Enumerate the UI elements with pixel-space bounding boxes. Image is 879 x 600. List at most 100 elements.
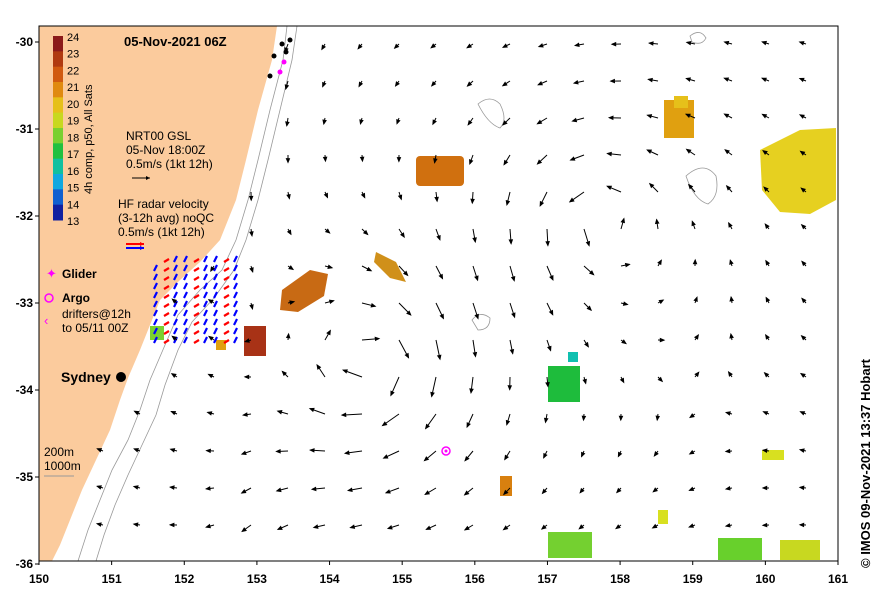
radar-vector bbox=[183, 327, 188, 335]
current-arrow-head bbox=[585, 240, 591, 247]
current-arrow-head bbox=[648, 182, 655, 189]
current-arrow-head bbox=[729, 259, 734, 265]
current-arrow-head bbox=[171, 298, 178, 304]
radar-vector bbox=[193, 303, 200, 308]
radar-vector bbox=[163, 267, 170, 272]
depth-label-1000: 1000m bbox=[44, 459, 81, 473]
current-arrow-head bbox=[132, 485, 139, 490]
current-arrow-head bbox=[800, 335, 807, 341]
radar-vector bbox=[233, 291, 238, 299]
current-arrow-head bbox=[689, 413, 695, 419]
current-arrow-head bbox=[606, 185, 613, 190]
current-arrow-head bbox=[761, 522, 768, 528]
current-arrow-head bbox=[607, 115, 614, 121]
current-arrow-head bbox=[655, 415, 661, 422]
current-arrow-head bbox=[502, 525, 509, 531]
colorbar-tick-label: 22 bbox=[67, 65, 79, 77]
radar-vector bbox=[233, 264, 238, 272]
current-arrow-head bbox=[96, 485, 102, 490]
current-arrow-head bbox=[693, 333, 699, 340]
radar-vector bbox=[163, 303, 170, 308]
current-arrow-head bbox=[248, 195, 254, 202]
current-arrow-head bbox=[357, 43, 363, 50]
current-arrow-head bbox=[799, 411, 806, 416]
radar-vector bbox=[223, 285, 230, 290]
current-arrow-head bbox=[579, 487, 585, 494]
radar-vector bbox=[213, 264, 218, 272]
radar-vector bbox=[193, 330, 200, 335]
current-arrow-head bbox=[568, 197, 575, 203]
current-arrow-head bbox=[761, 40, 768, 46]
current-arrow-head bbox=[434, 196, 439, 203]
current-arrow-head bbox=[724, 411, 731, 416]
current-arrow-head bbox=[505, 419, 511, 426]
current-arrow-head bbox=[95, 522, 102, 527]
current-arrow-head bbox=[724, 523, 731, 528]
current-arrow-head bbox=[275, 487, 282, 493]
current-arrow-head bbox=[288, 265, 295, 271]
current-arrow-head bbox=[507, 385, 513, 391]
y-axis-ticks: -30 -31 -32 -33 -34 -35 -36 bbox=[16, 35, 39, 571]
current-arrow-head bbox=[275, 449, 281, 454]
current-arrow-head bbox=[466, 43, 473, 49]
radar-vector bbox=[223, 312, 230, 317]
current-arrow-head bbox=[653, 451, 659, 457]
radar-vector bbox=[193, 339, 200, 344]
radar-vector bbox=[183, 273, 188, 281]
radar-vector bbox=[213, 255, 218, 263]
current-arrow-head bbox=[502, 120, 508, 126]
radar-vector bbox=[153, 273, 158, 281]
current-arrow-head bbox=[359, 119, 364, 126]
plot-frame bbox=[38, 25, 839, 562]
radar-vector bbox=[223, 330, 230, 335]
current-arrow-head bbox=[430, 81, 437, 87]
current-arrow-head bbox=[647, 77, 653, 83]
current-arrow-head bbox=[362, 229, 369, 236]
current-arrow-head bbox=[761, 113, 768, 119]
sst-patch bbox=[718, 538, 762, 560]
current-arrow-head bbox=[316, 363, 322, 370]
current-arrow-head bbox=[436, 354, 442, 361]
current-arrow-head bbox=[324, 228, 331, 234]
colorbar-tick-label: 24 bbox=[67, 32, 79, 44]
radar-vector bbox=[173, 291, 178, 299]
y-tick-label: -30 bbox=[16, 35, 34, 49]
radar-vector bbox=[183, 318, 188, 326]
current-arrow-head bbox=[133, 448, 140, 453]
current-arrow-head bbox=[688, 449, 695, 455]
current-arrow-head bbox=[322, 156, 328, 163]
current-arrow-head bbox=[208, 335, 214, 341]
current-arrow-head bbox=[472, 237, 477, 244]
radar-vector bbox=[223, 267, 230, 272]
radar-vector bbox=[203, 264, 208, 272]
colorbar-swatch bbox=[53, 97, 63, 114]
current-arrow-head bbox=[323, 192, 329, 199]
current-arrow-head bbox=[609, 78, 616, 84]
current-arrow-head bbox=[430, 391, 435, 398]
current-arrow-head bbox=[618, 415, 624, 422]
current-arrow-head bbox=[727, 370, 733, 377]
sst-patch bbox=[374, 252, 406, 282]
radar-vector bbox=[183, 300, 188, 308]
gsl-scale: 0.5m/s (1kt 12h) bbox=[126, 157, 213, 171]
current-arrow-head bbox=[504, 454, 510, 461]
radar-vector bbox=[233, 336, 238, 344]
current-arrow-head bbox=[241, 412, 248, 417]
gsl-title: NRT00 GSL bbox=[126, 129, 191, 143]
current-arrow-head bbox=[432, 119, 437, 126]
current-arrow-head bbox=[541, 488, 548, 495]
current-arrow-head bbox=[798, 485, 805, 491]
current-arrow-head bbox=[798, 77, 805, 83]
current-arrow-head bbox=[505, 200, 511, 206]
radar-vector bbox=[193, 294, 200, 299]
current-arrow-head bbox=[394, 81, 400, 87]
current-arrow-head bbox=[539, 200, 545, 207]
current-arrow-head bbox=[467, 119, 473, 126]
current-arrow-head bbox=[399, 232, 405, 239]
current-arrow-head bbox=[424, 423, 430, 430]
y-tick-label: -31 bbox=[16, 122, 34, 136]
radar-vector bbox=[233, 309, 238, 317]
current-arrow-head bbox=[543, 452, 548, 459]
current-arrow-head bbox=[572, 79, 579, 85]
current-arrow-head bbox=[654, 218, 660, 225]
